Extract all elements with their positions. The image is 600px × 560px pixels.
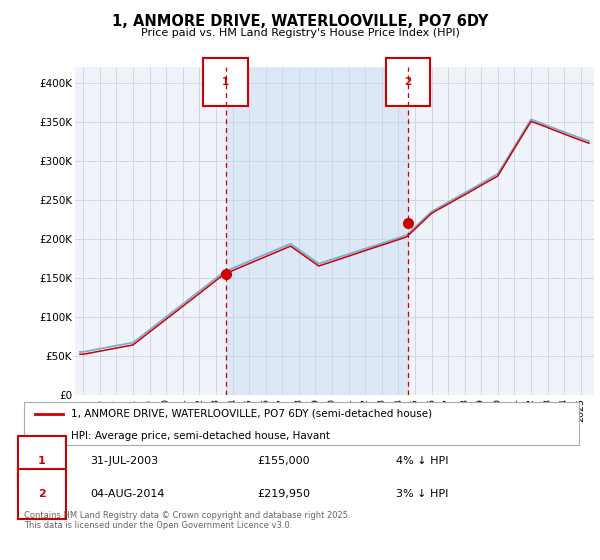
Text: £155,000: £155,000 <box>257 456 310 466</box>
Text: 04-AUG-2014: 04-AUG-2014 <box>91 489 165 499</box>
Bar <box>226 67 408 395</box>
Text: HPI: Average price, semi-detached house, Havant: HPI: Average price, semi-detached house,… <box>71 431 330 441</box>
Text: 31-JUL-2003: 31-JUL-2003 <box>91 456 159 466</box>
Text: 1, ANMORE DRIVE, WATERLOOVILLE, PO7 6DY (semi-detached house): 1, ANMORE DRIVE, WATERLOOVILLE, PO7 6DY … <box>71 409 432 419</box>
Text: 3% ↓ HPI: 3% ↓ HPI <box>396 489 448 499</box>
Text: 2: 2 <box>38 489 46 499</box>
Text: 1: 1 <box>38 456 46 466</box>
Text: Price paid vs. HM Land Registry's House Price Index (HPI): Price paid vs. HM Land Registry's House … <box>140 28 460 38</box>
Text: Contains HM Land Registry data © Crown copyright and database right 2025.
This d: Contains HM Land Registry data © Crown c… <box>24 511 350 530</box>
Text: 1, ANMORE DRIVE, WATERLOOVILLE, PO7 6DY: 1, ANMORE DRIVE, WATERLOOVILLE, PO7 6DY <box>112 14 488 29</box>
Text: 4% ↓ HPI: 4% ↓ HPI <box>396 456 448 466</box>
FancyBboxPatch shape <box>24 402 579 445</box>
Text: 1: 1 <box>222 77 229 87</box>
Text: £219,950: £219,950 <box>257 489 310 499</box>
Text: 2: 2 <box>404 77 412 87</box>
